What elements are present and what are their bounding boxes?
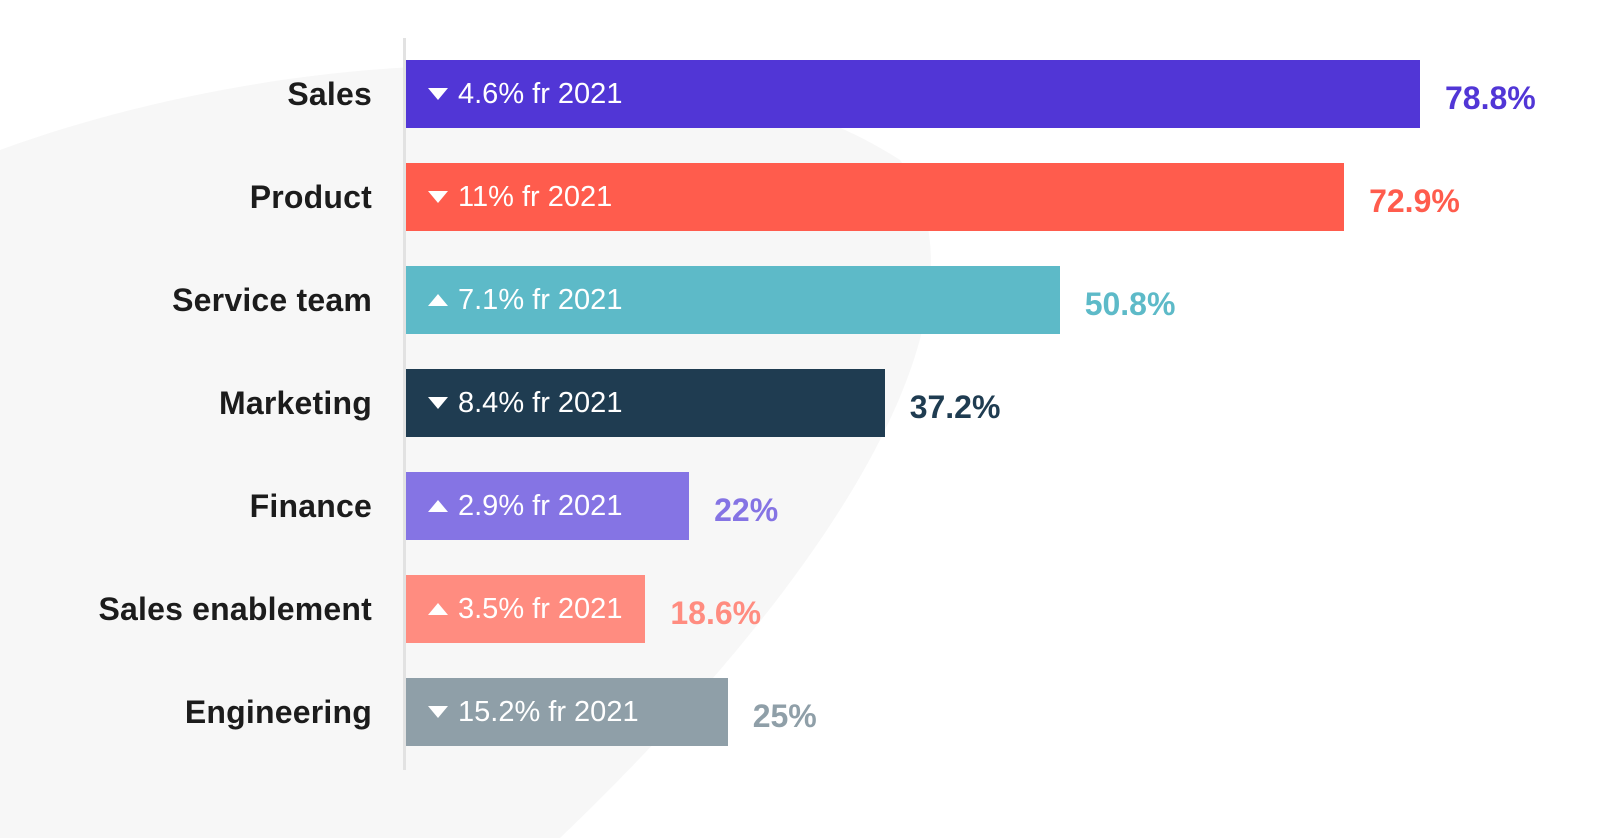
change-label-product: 11% fr 2021 (458, 180, 613, 213)
triangle-down-icon (428, 706, 448, 718)
bar-engineering: 15.2% fr 2021 (406, 678, 728, 746)
value-label-marketing: 37.2% (909, 389, 1001, 425)
bar-product: 11% fr 2021 (406, 163, 1345, 231)
triangle-up-icon (428, 500, 448, 512)
y-axis-line (403, 38, 406, 770)
value-label-sales-enablement: 18.6% (670, 595, 762, 631)
value-label-service-team: 50.8% (1084, 286, 1176, 322)
bar-finance: 2.9% fr 2021 (406, 472, 690, 540)
triangle-down-icon (428, 88, 448, 100)
change-indicator-service-team: 7.1% fr 2021 (428, 266, 622, 334)
change-label-marketing: 8.4% fr 2021 (458, 386, 623, 419)
change-label-finance: 2.9% fr 2021 (458, 489, 623, 522)
category-label-engineering: Engineering (184, 694, 372, 730)
change-label-service-team: 7.1% fr 2021 (458, 283, 623, 316)
value-label-engineering: 25% (752, 698, 817, 734)
category-label-finance: Finance (249, 488, 372, 524)
change-indicator-sales: 4.6% fr 2021 (428, 60, 622, 128)
category-label-product: Product (249, 179, 372, 215)
change-indicator-engineering: 15.2% fr 2021 (428, 678, 639, 746)
change-indicator-finance: 2.9% fr 2021 (428, 472, 622, 540)
triangle-up-icon (428, 603, 448, 615)
change-label-sales: 4.6% fr 2021 (458, 77, 623, 110)
change-indicator-marketing: 8.4% fr 2021 (428, 369, 622, 437)
category-label-service-team: Service team (172, 282, 372, 318)
bar-marketing: 8.4% fr 2021 (406, 369, 885, 437)
triangle-up-icon (428, 294, 448, 306)
triangle-down-icon (428, 397, 448, 409)
bar-sales: 4.6% fr 2021 (406, 60, 1420, 128)
category-label-sales: Sales (287, 76, 372, 112)
value-label-finance: 22% (714, 492, 779, 528)
value-label-sales: 78.8% (1445, 80, 1536, 116)
change-indicator-product: 11% fr 2021 (428, 163, 612, 231)
bar-sales-enablement: 3.5% fr 2021 (406, 575, 646, 643)
change-label-engineering: 15.2% fr 2021 (458, 695, 639, 728)
category-label-sales-enablement: Sales enablement (98, 591, 372, 627)
bar-service-team: 7.1% fr 2021 (406, 266, 1060, 334)
category-label-marketing: Marketing (219, 385, 372, 421)
change-label-sales-enablement: 3.5% fr 2021 (458, 592, 623, 625)
triangle-down-icon (428, 191, 448, 203)
change-indicator-sales-enablement: 3.5% fr 2021 (428, 575, 622, 643)
value-label-product: 72.9% (1369, 183, 1460, 219)
